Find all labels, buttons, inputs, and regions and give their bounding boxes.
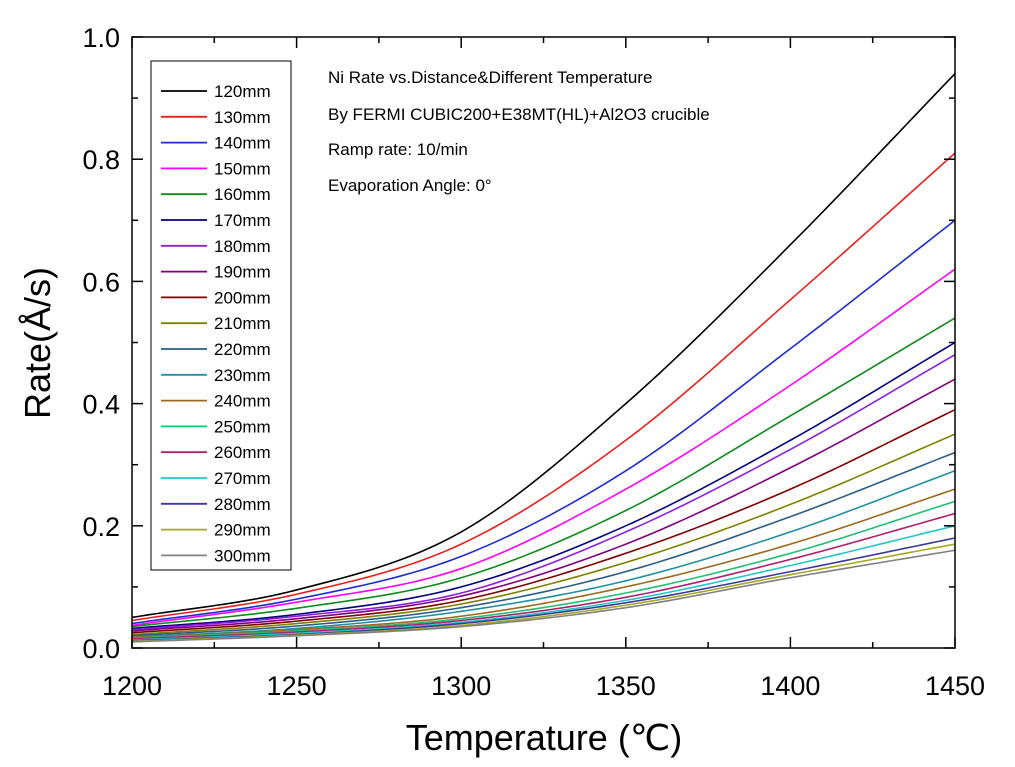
legend-label-190mm: 190mm bbox=[214, 263, 271, 282]
tick-labels-layer: 1200 1250 1300 1350 1400 1450 0.0 0.2 0.4 0.6 0.8 1… bbox=[82, 23, 985, 701]
annotations: Ni Rate vs.Distance&Different Temperatur… bbox=[328, 68, 710, 195]
x-tick-label: 1400 bbox=[760, 671, 820, 701]
legend-label-260mm: 260mm bbox=[214, 443, 271, 462]
axes-layer bbox=[131, 36, 956, 649]
legend-label-240mm: 240mm bbox=[214, 392, 271, 411]
legend-label-210mm: 210mm bbox=[214, 314, 271, 333]
legend: 120mm 130mm 140mm 150mm 160mm 170mm 180mm 190mm… bbox=[150, 60, 292, 571]
series-line-260mm bbox=[131, 512, 956, 640]
series-line-120mm bbox=[131, 73, 956, 619]
legend-label-120mm: 120mm bbox=[214, 82, 271, 101]
legend-label-130mm: 130mm bbox=[214, 108, 271, 127]
series-line-130mm bbox=[131, 152, 956, 622]
legend-box bbox=[150, 60, 292, 571]
series-line-190mm bbox=[131, 378, 956, 632]
annotation-ramp-rate: Ramp rate: 10/min bbox=[328, 140, 468, 159]
y-tick-label: 1.0 bbox=[82, 23, 120, 53]
series-line-150mm bbox=[131, 268, 956, 627]
legend-label-280mm: 280mm bbox=[214, 495, 271, 514]
series-line-270mm bbox=[131, 525, 956, 641]
x-tick-label: 1350 bbox=[596, 671, 656, 701]
y-tick-label: 0.4 bbox=[82, 390, 120, 420]
x-tick-label: 1300 bbox=[431, 671, 491, 701]
y-tick-label: 0.6 bbox=[82, 267, 120, 297]
annotation-angle: Evaporation Angle: 0° bbox=[328, 176, 492, 195]
series-line-220mm bbox=[131, 451, 956, 637]
series-line-200mm bbox=[131, 408, 956, 634]
series-line-250mm bbox=[131, 500, 956, 640]
series-line-230mm bbox=[131, 470, 956, 638]
series-line-180mm bbox=[131, 354, 956, 631]
annotation-title: Ni Rate vs.Distance&Different Temperatur… bbox=[328, 68, 652, 87]
x-tick-label: 1450 bbox=[925, 671, 985, 701]
legend-label-290mm: 290mm bbox=[214, 521, 271, 540]
legend-label-180mm: 180mm bbox=[214, 237, 271, 256]
legend-label-230mm: 230mm bbox=[214, 366, 271, 385]
legend-label-160mm: 160mm bbox=[214, 185, 271, 204]
legend-label-220mm: 220mm bbox=[214, 340, 271, 359]
legend-label-140mm: 140mm bbox=[214, 134, 271, 153]
x-tick-label: 1200 bbox=[102, 671, 162, 701]
series-line-160mm bbox=[131, 317, 956, 628]
legend-label-200mm: 200mm bbox=[214, 288, 271, 307]
legend-label-250mm: 250mm bbox=[214, 417, 271, 436]
series-line-140mm bbox=[131, 219, 956, 625]
y-tick-label: 0.2 bbox=[82, 512, 120, 542]
series-line-300mm bbox=[131, 549, 956, 643]
series-line-170mm bbox=[131, 341, 956, 630]
legend-label-170mm: 170mm bbox=[214, 211, 271, 230]
annotation-setup: By FERMI CUBIC200+E38MT(HL)+Al2O3 crucib… bbox=[328, 105, 710, 124]
curves-layer bbox=[131, 73, 956, 643]
series-line-240mm bbox=[131, 488, 956, 639]
y-axis-title: Rate(Å/s) bbox=[17, 267, 58, 419]
y-tick-label: 0.0 bbox=[82, 634, 120, 664]
legend-label-270mm: 270mm bbox=[214, 469, 271, 488]
y-tick-label: 0.8 bbox=[82, 145, 120, 175]
x-axis-title: Temperature (℃) bbox=[406, 717, 683, 758]
series-line-210mm bbox=[131, 433, 956, 636]
legend-label-300mm: 300mm bbox=[214, 546, 271, 565]
x-tick-label: 1250 bbox=[267, 671, 327, 701]
legend-label-150mm: 150mm bbox=[214, 159, 271, 178]
